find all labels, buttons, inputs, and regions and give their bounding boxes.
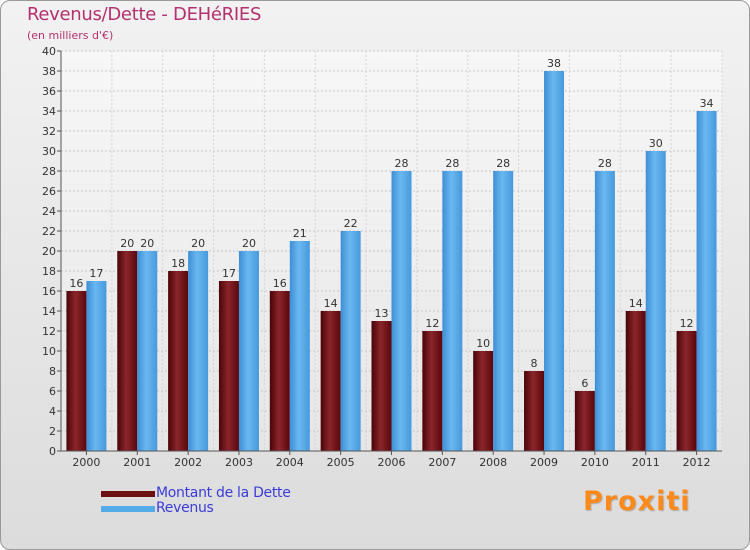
y-tick-label-40: 40 bbox=[42, 45, 56, 58]
y-tick-label-30: 30 bbox=[42, 145, 56, 158]
bar-dette-2003 bbox=[218, 281, 239, 451]
x-tick-label-2008: 2008 bbox=[479, 456, 507, 469]
data-label-revenus-2011: 30 bbox=[649, 137, 663, 150]
proxiti-logo: Proxiti bbox=[583, 486, 691, 517]
x-tick-label-2012: 2012 bbox=[683, 456, 711, 469]
y-tick-label-36: 36 bbox=[42, 85, 56, 98]
bar-revenus-2011 bbox=[645, 151, 666, 451]
x-tick-label-2009: 2009 bbox=[530, 456, 558, 469]
y-tick-label-24: 24 bbox=[42, 205, 56, 218]
bar-revenus-2012 bbox=[696, 111, 717, 451]
bar-dette-2001 bbox=[117, 251, 138, 451]
y-tick-label-8: 8 bbox=[49, 365, 56, 378]
x-tick-label-2006: 2006 bbox=[378, 456, 406, 469]
bar-dette-2002 bbox=[168, 271, 189, 451]
y-tick-label-20: 20 bbox=[42, 245, 56, 258]
bar-revenus-2010 bbox=[594, 171, 615, 451]
data-label-dette-2012: 12 bbox=[680, 317, 694, 330]
x-tick-label-2005: 2005 bbox=[327, 456, 355, 469]
data-label-revenus-2010: 28 bbox=[598, 157, 612, 170]
bar-revenus-2005 bbox=[340, 231, 361, 451]
data-label-dette-2005: 14 bbox=[324, 297, 338, 310]
x-tick-label-2002: 2002 bbox=[174, 456, 202, 469]
y-tick-label-28: 28 bbox=[42, 165, 56, 178]
x-tick-label-2003: 2003 bbox=[225, 456, 253, 469]
bar-dette-2000 bbox=[66, 291, 87, 451]
data-label-revenus-2003: 20 bbox=[242, 237, 256, 250]
data-label-dette-2011: 14 bbox=[629, 297, 643, 310]
chart-subtitle: (en milliers d'€) bbox=[27, 29, 114, 42]
bar-revenus-2001 bbox=[137, 251, 158, 451]
data-label-dette-2003: 17 bbox=[222, 267, 236, 280]
bar-dette-2009 bbox=[524, 371, 545, 451]
x-tick-label-2010: 2010 bbox=[581, 456, 609, 469]
legend-swatch-dette bbox=[101, 491, 155, 497]
data-label-revenus-2009: 38 bbox=[547, 57, 561, 70]
data-label-revenus-2000: 17 bbox=[89, 267, 103, 280]
y-tick-label-14: 14 bbox=[42, 305, 56, 318]
gridlines bbox=[60, 50, 723, 452]
data-label-dette-2007: 12 bbox=[425, 317, 439, 330]
legend-label-revenus: Revenus bbox=[156, 500, 214, 516]
data-label-revenus-2012: 34 bbox=[700, 97, 714, 110]
data-label-revenus-2007: 28 bbox=[445, 157, 459, 170]
data-label-dette-2009: 8 bbox=[531, 357, 538, 370]
bar-dette-2010 bbox=[574, 391, 595, 451]
bar-dette-2012 bbox=[676, 331, 697, 451]
bar-revenus-2003 bbox=[238, 251, 259, 451]
x-tick-label-2011: 2011 bbox=[632, 456, 660, 469]
y-tick-label-6: 6 bbox=[49, 385, 56, 398]
data-label-revenus-2008: 28 bbox=[496, 157, 510, 170]
y-tick-label-22: 22 bbox=[42, 225, 56, 238]
y-tick-label-0: 0 bbox=[49, 445, 56, 458]
data-label-revenus-2005: 22 bbox=[344, 217, 358, 230]
data-label-dette-2004: 16 bbox=[273, 277, 287, 290]
data-label-revenus-2004: 21 bbox=[293, 227, 307, 240]
bar-dette-2005 bbox=[320, 311, 341, 451]
bar-dette-2006 bbox=[371, 321, 392, 451]
y-tick-label-12: 12 bbox=[42, 325, 56, 338]
axes: 0246810121416182022242628303234363840200… bbox=[42, 45, 722, 469]
bar-revenus-2000 bbox=[86, 281, 107, 451]
y-tick-label-2: 2 bbox=[49, 425, 56, 438]
data-label-dette-2010: 6 bbox=[581, 377, 588, 390]
legend-label-dette: Montant de la Dette bbox=[156, 485, 291, 501]
bar-revenus-2008 bbox=[493, 171, 514, 451]
data-label-revenus-2001: 20 bbox=[140, 237, 154, 250]
legend-swatch-revenus bbox=[101, 506, 155, 512]
bar-dette-2004 bbox=[269, 291, 290, 451]
x-tick-label-2000: 2000 bbox=[72, 456, 100, 469]
bar-dette-2007 bbox=[422, 331, 443, 451]
bar-dette-2008 bbox=[473, 351, 494, 451]
data-label-revenus-2002: 20 bbox=[191, 237, 205, 250]
bars bbox=[66, 71, 717, 451]
bar-revenus-2004 bbox=[289, 241, 310, 451]
data-label-dette-2001: 20 bbox=[120, 237, 134, 250]
y-tick-label-32: 32 bbox=[42, 125, 56, 138]
y-tick-label-16: 16 bbox=[42, 285, 56, 298]
data-label-dette-2008: 10 bbox=[476, 337, 490, 350]
y-tick-label-10: 10 bbox=[42, 345, 56, 358]
x-tick-label-2004: 2004 bbox=[276, 456, 304, 469]
y-tick-label-4: 4 bbox=[49, 405, 56, 418]
x-tick-label-2007: 2007 bbox=[428, 456, 456, 469]
bar-revenus-2006 bbox=[391, 171, 412, 451]
x-tick-label-2001: 2001 bbox=[123, 456, 151, 469]
data-label-revenus-2006: 28 bbox=[395, 157, 409, 170]
data-labels: 16 17 20 20 18 20 17 20 16 21 14 22 13 28 12 28 10 28 8 38 6… bbox=[69, 57, 713, 390]
chart-title: Revenus/Dette - DEHéRIES bbox=[27, 4, 262, 25]
data-label-dette-2006: 13 bbox=[375, 307, 389, 320]
bar-revenus-2009 bbox=[544, 71, 565, 451]
bar-revenus-2007 bbox=[442, 171, 463, 451]
data-label-dette-2002: 18 bbox=[171, 257, 185, 270]
data-label-dette-2000: 16 bbox=[69, 277, 83, 290]
bar-dette-2011 bbox=[625, 311, 646, 451]
y-tick-label-34: 34 bbox=[42, 105, 56, 118]
y-tick-label-18: 18 bbox=[42, 265, 56, 278]
y-tick-label-38: 38 bbox=[42, 65, 56, 78]
y-tick-label-26: 26 bbox=[42, 185, 56, 198]
bar-revenus-2002 bbox=[188, 251, 209, 451]
